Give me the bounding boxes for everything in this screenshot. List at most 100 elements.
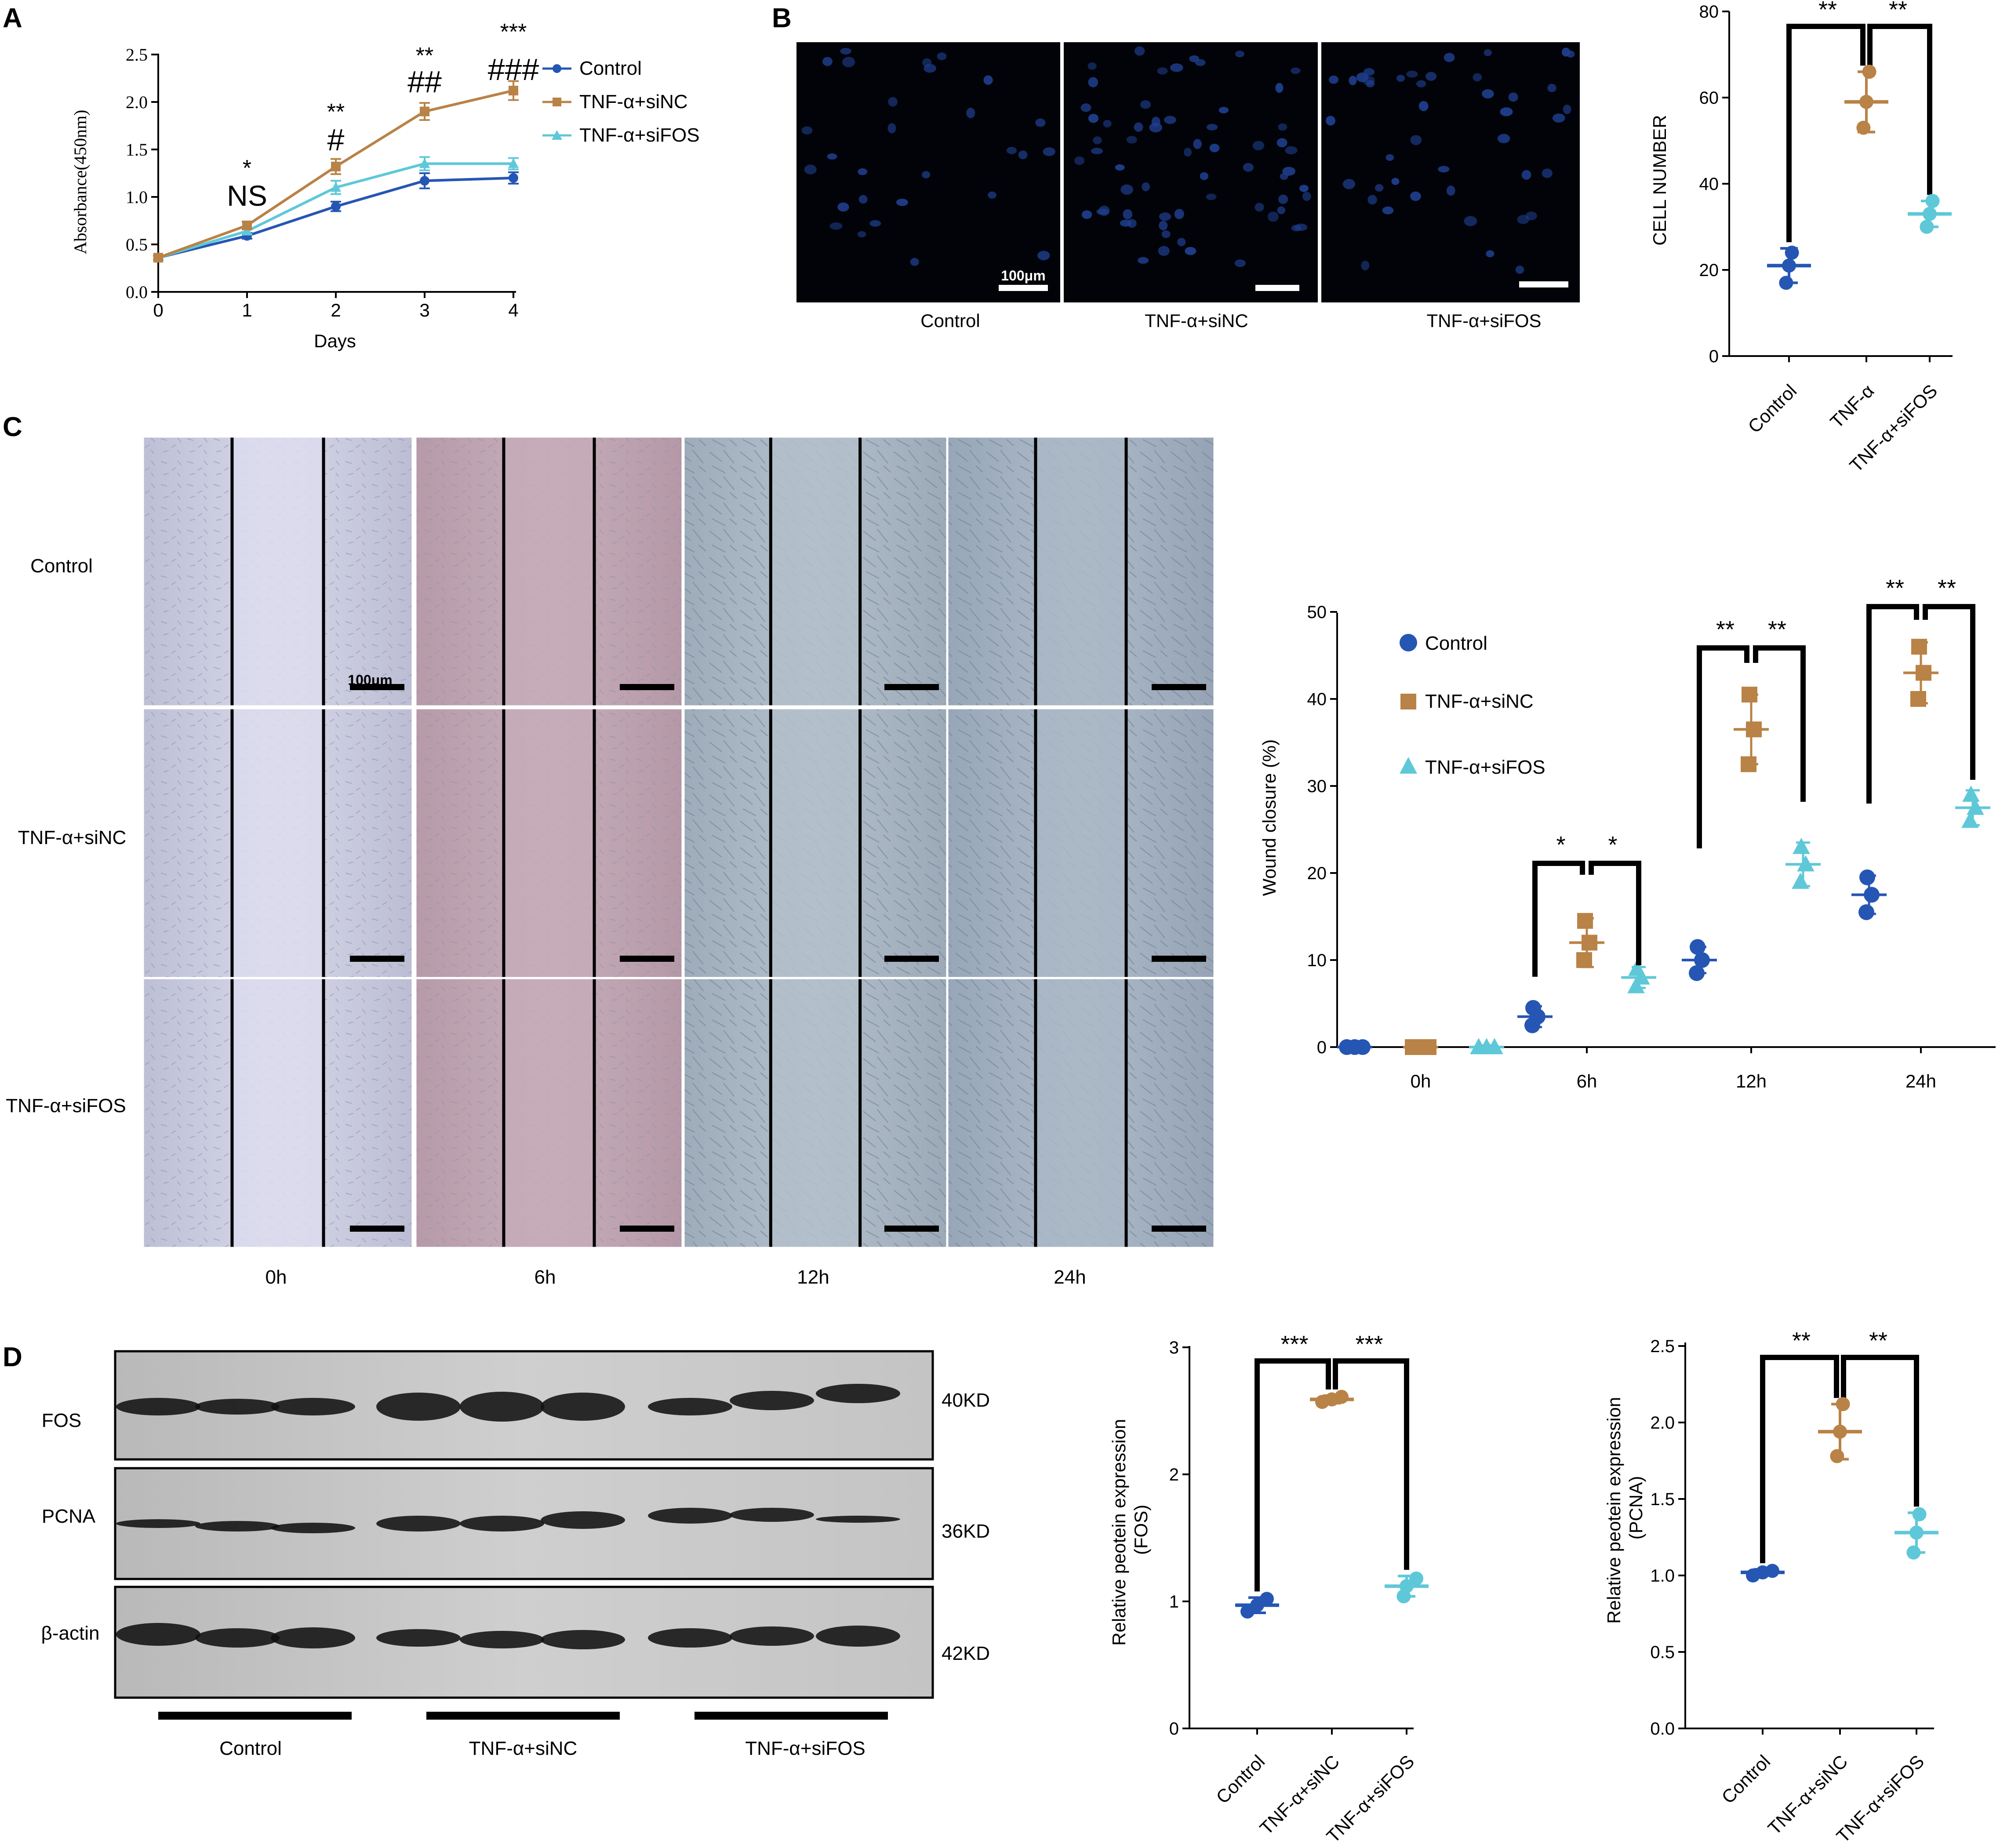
- annotation-top: ***: [500, 19, 527, 45]
- nucleus: [1043, 147, 1055, 156]
- significance-label: *: [1608, 832, 1617, 858]
- data-point: [1525, 1000, 1541, 1016]
- data-point: [1576, 952, 1592, 968]
- y-tick-label: 1.0: [126, 187, 148, 207]
- nucleus: [1206, 193, 1217, 200]
- data-point: [1925, 194, 1940, 208]
- blot-band: [116, 1519, 200, 1528]
- nucleus: [1406, 70, 1418, 78]
- nucleus: [1158, 246, 1170, 256]
- nucleus: [822, 57, 833, 66]
- nucleus: [858, 168, 868, 175]
- blot-band: [816, 1516, 900, 1523]
- panel-a-y-label: Absorbance(450nm): [70, 110, 90, 255]
- image-border: [142, 978, 413, 1248]
- y-tick-label: 2.5: [126, 45, 148, 65]
- x-tick-label: Control: [1744, 380, 1800, 437]
- data-point: [509, 86, 518, 96]
- data-point: [420, 106, 429, 116]
- row-label-control: Control: [30, 555, 93, 577]
- scale-bar: [350, 1226, 404, 1232]
- panel-b: B 100μm Control TNF-α+siNC TNF-α+siFOS 0…: [772, 0, 1953, 476]
- legend-label-sifos: TNF-α+siFOS: [1425, 757, 1545, 778]
- row-label-sinc: TNF-α+siNC: [18, 827, 127, 848]
- nucleus: [1177, 238, 1186, 247]
- nucleus: [1464, 216, 1477, 226]
- significance-bracket: [1589, 861, 1641, 965]
- panel-label-d: D: [3, 1342, 22, 1372]
- image-border: [142, 436, 413, 707]
- significance-bracket: [1923, 604, 1975, 780]
- blot-band: [195, 1521, 280, 1532]
- panel-label-a: A: [3, 3, 22, 33]
- legend-item-sinc: TNF-α+siNC: [1400, 691, 1534, 712]
- image-border: [142, 708, 413, 979]
- nucleus: [1561, 47, 1571, 57]
- blot-band: [376, 1393, 461, 1421]
- blot-label-actin: β-actin: [41, 1622, 100, 1644]
- blot-band: [271, 1627, 355, 1648]
- scale-bar: [884, 684, 939, 690]
- nucleus: [1252, 141, 1265, 151]
- nucleus: [1542, 168, 1553, 178]
- data-point: [509, 173, 518, 183]
- nucleus: [1115, 164, 1125, 171]
- nucleus: [1200, 172, 1209, 180]
- nucleus: [1120, 184, 1134, 195]
- significance-label: **: [1869, 1328, 1887, 1354]
- nucleus: [1235, 51, 1244, 58]
- scale-bar: [999, 285, 1048, 291]
- wound-gap: [232, 709, 324, 978]
- nucleus: [1547, 84, 1556, 92]
- y-tick-label: 40: [1699, 175, 1719, 194]
- blot-size-actin: 42KD: [942, 1643, 990, 1664]
- nucleus: [937, 52, 947, 60]
- data-point: [1920, 220, 1934, 234]
- nucleus: [888, 97, 898, 107]
- y-tick-label: 1.0: [1650, 1566, 1675, 1586]
- data-point: [1779, 276, 1793, 290]
- blot-band: [541, 1511, 625, 1529]
- nucleus: [1382, 206, 1394, 215]
- y-tick-label: 1.5: [1650, 1490, 1675, 1509]
- legend-label-control: Control: [1425, 633, 1487, 654]
- nucleus: [1159, 212, 1171, 221]
- nucleus: [1074, 156, 1085, 165]
- panel-d-pcna-y-label-line2: (PCNA): [1625, 1476, 1646, 1540]
- significance-label: **: [1889, 0, 1907, 23]
- data-point: [1689, 965, 1705, 981]
- nucleus: [1243, 163, 1254, 172]
- nucleus: [1267, 211, 1279, 222]
- significance-label: **: [1938, 575, 1956, 601]
- nucleus: [1500, 107, 1513, 116]
- data-point: [1260, 1592, 1274, 1606]
- significance-label: **: [1716, 616, 1735, 643]
- group-underline-control: [158, 1712, 352, 1720]
- nucleus: [1410, 135, 1422, 146]
- data-point: [1836, 1397, 1850, 1411]
- significance-label: *: [1556, 832, 1565, 858]
- x-tick-label: 4: [508, 300, 518, 320]
- blot-label-fos: FOS: [42, 1410, 81, 1431]
- nucleus: [1295, 223, 1308, 231]
- panel-c-legend: Control TNF-α+siNC TNF-α+siFOS: [1400, 633, 1545, 778]
- nucleus: [1149, 123, 1163, 133]
- blot-band: [195, 1628, 280, 1648]
- annotation-bottom: ##: [407, 65, 442, 99]
- x-tick-label: 0h: [1411, 1071, 1431, 1091]
- panel-d-pcna-chart: 0.00.51.01.52.02.5ControlTNF-α+siNCTNF-α…: [1604, 1328, 1938, 1847]
- nucleus: [1276, 138, 1287, 148]
- nucleus: [1278, 123, 1287, 131]
- blot-band: [816, 1626, 900, 1647]
- nucleus: [1185, 247, 1196, 255]
- scale-bar: [350, 956, 404, 962]
- blot-band: [376, 1516, 461, 1532]
- data-point: [241, 226, 253, 236]
- wound-gap: [1035, 437, 1127, 706]
- group-label-control: Control: [219, 1738, 282, 1759]
- nucleus: [1218, 107, 1229, 113]
- blot-band: [271, 1398, 355, 1415]
- significance-bracket: [1867, 24, 1932, 195]
- legend-item-control: Control: [542, 58, 642, 79]
